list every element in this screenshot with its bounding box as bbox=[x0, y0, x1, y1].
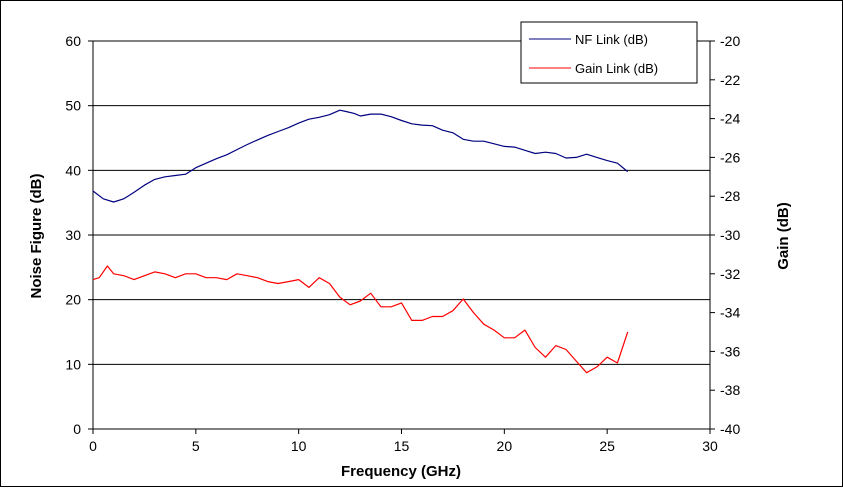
y2-tick-label: -20 bbox=[720, 33, 740, 49]
x-tick-label: 10 bbox=[291, 438, 307, 454]
y-tick-label: 20 bbox=[65, 292, 81, 308]
axes bbox=[88, 40, 715, 434]
y2-tick-label: -40 bbox=[720, 421, 740, 437]
y2-tick-label: -24 bbox=[720, 111, 740, 127]
y2-axis-title: Gain (dB) bbox=[775, 202, 792, 270]
x-tick-label: 30 bbox=[702, 438, 718, 454]
y-tick-label: 60 bbox=[65, 33, 81, 49]
x-tick-label: 25 bbox=[599, 438, 615, 454]
y2-tick-label: -36 bbox=[720, 343, 740, 359]
y-tick-label: 40 bbox=[65, 162, 81, 178]
y2-tick-label: -38 bbox=[720, 382, 740, 398]
x-tick-label: 20 bbox=[497, 438, 513, 454]
y2-tick-label: -32 bbox=[720, 266, 740, 282]
series-line-nf-link bbox=[92, 109, 629, 203]
x-tick-label: 0 bbox=[89, 438, 97, 454]
y-axis-title: Noise Figure (dB) bbox=[28, 173, 45, 298]
y2-tick-label: -34 bbox=[720, 305, 740, 321]
y2-tick-label: -28 bbox=[720, 188, 740, 204]
series-layer bbox=[92, 109, 629, 374]
y2-tick-label: -22 bbox=[720, 72, 740, 88]
legend-box bbox=[520, 21, 698, 84]
legend: NF Link (dB) Gain Link (dB) bbox=[520, 21, 698, 84]
legend-label-nf: NF Link (dB) bbox=[575, 32, 648, 47]
y-tick-label: 50 bbox=[65, 98, 81, 114]
y2-tick-label: -30 bbox=[720, 227, 740, 243]
x-axis-title: Frequency (GHz) bbox=[341, 463, 461, 480]
y-tick-label: 0 bbox=[73, 421, 81, 437]
series-line-gain-link bbox=[92, 265, 629, 374]
y-tick-label: 10 bbox=[65, 356, 81, 372]
legend-label-gain: Gain Link (dB) bbox=[575, 61, 658, 76]
x-tick-label: 15 bbox=[394, 438, 410, 454]
gridlines bbox=[93, 40, 710, 365]
x-tick-label: 5 bbox=[192, 438, 200, 454]
y-tick-label: 30 bbox=[65, 227, 81, 243]
tick-labels: 0102030405060-40-38-36-34-32-30-28-26-24… bbox=[65, 33, 740, 454]
y2-tick-label: -26 bbox=[720, 149, 740, 165]
